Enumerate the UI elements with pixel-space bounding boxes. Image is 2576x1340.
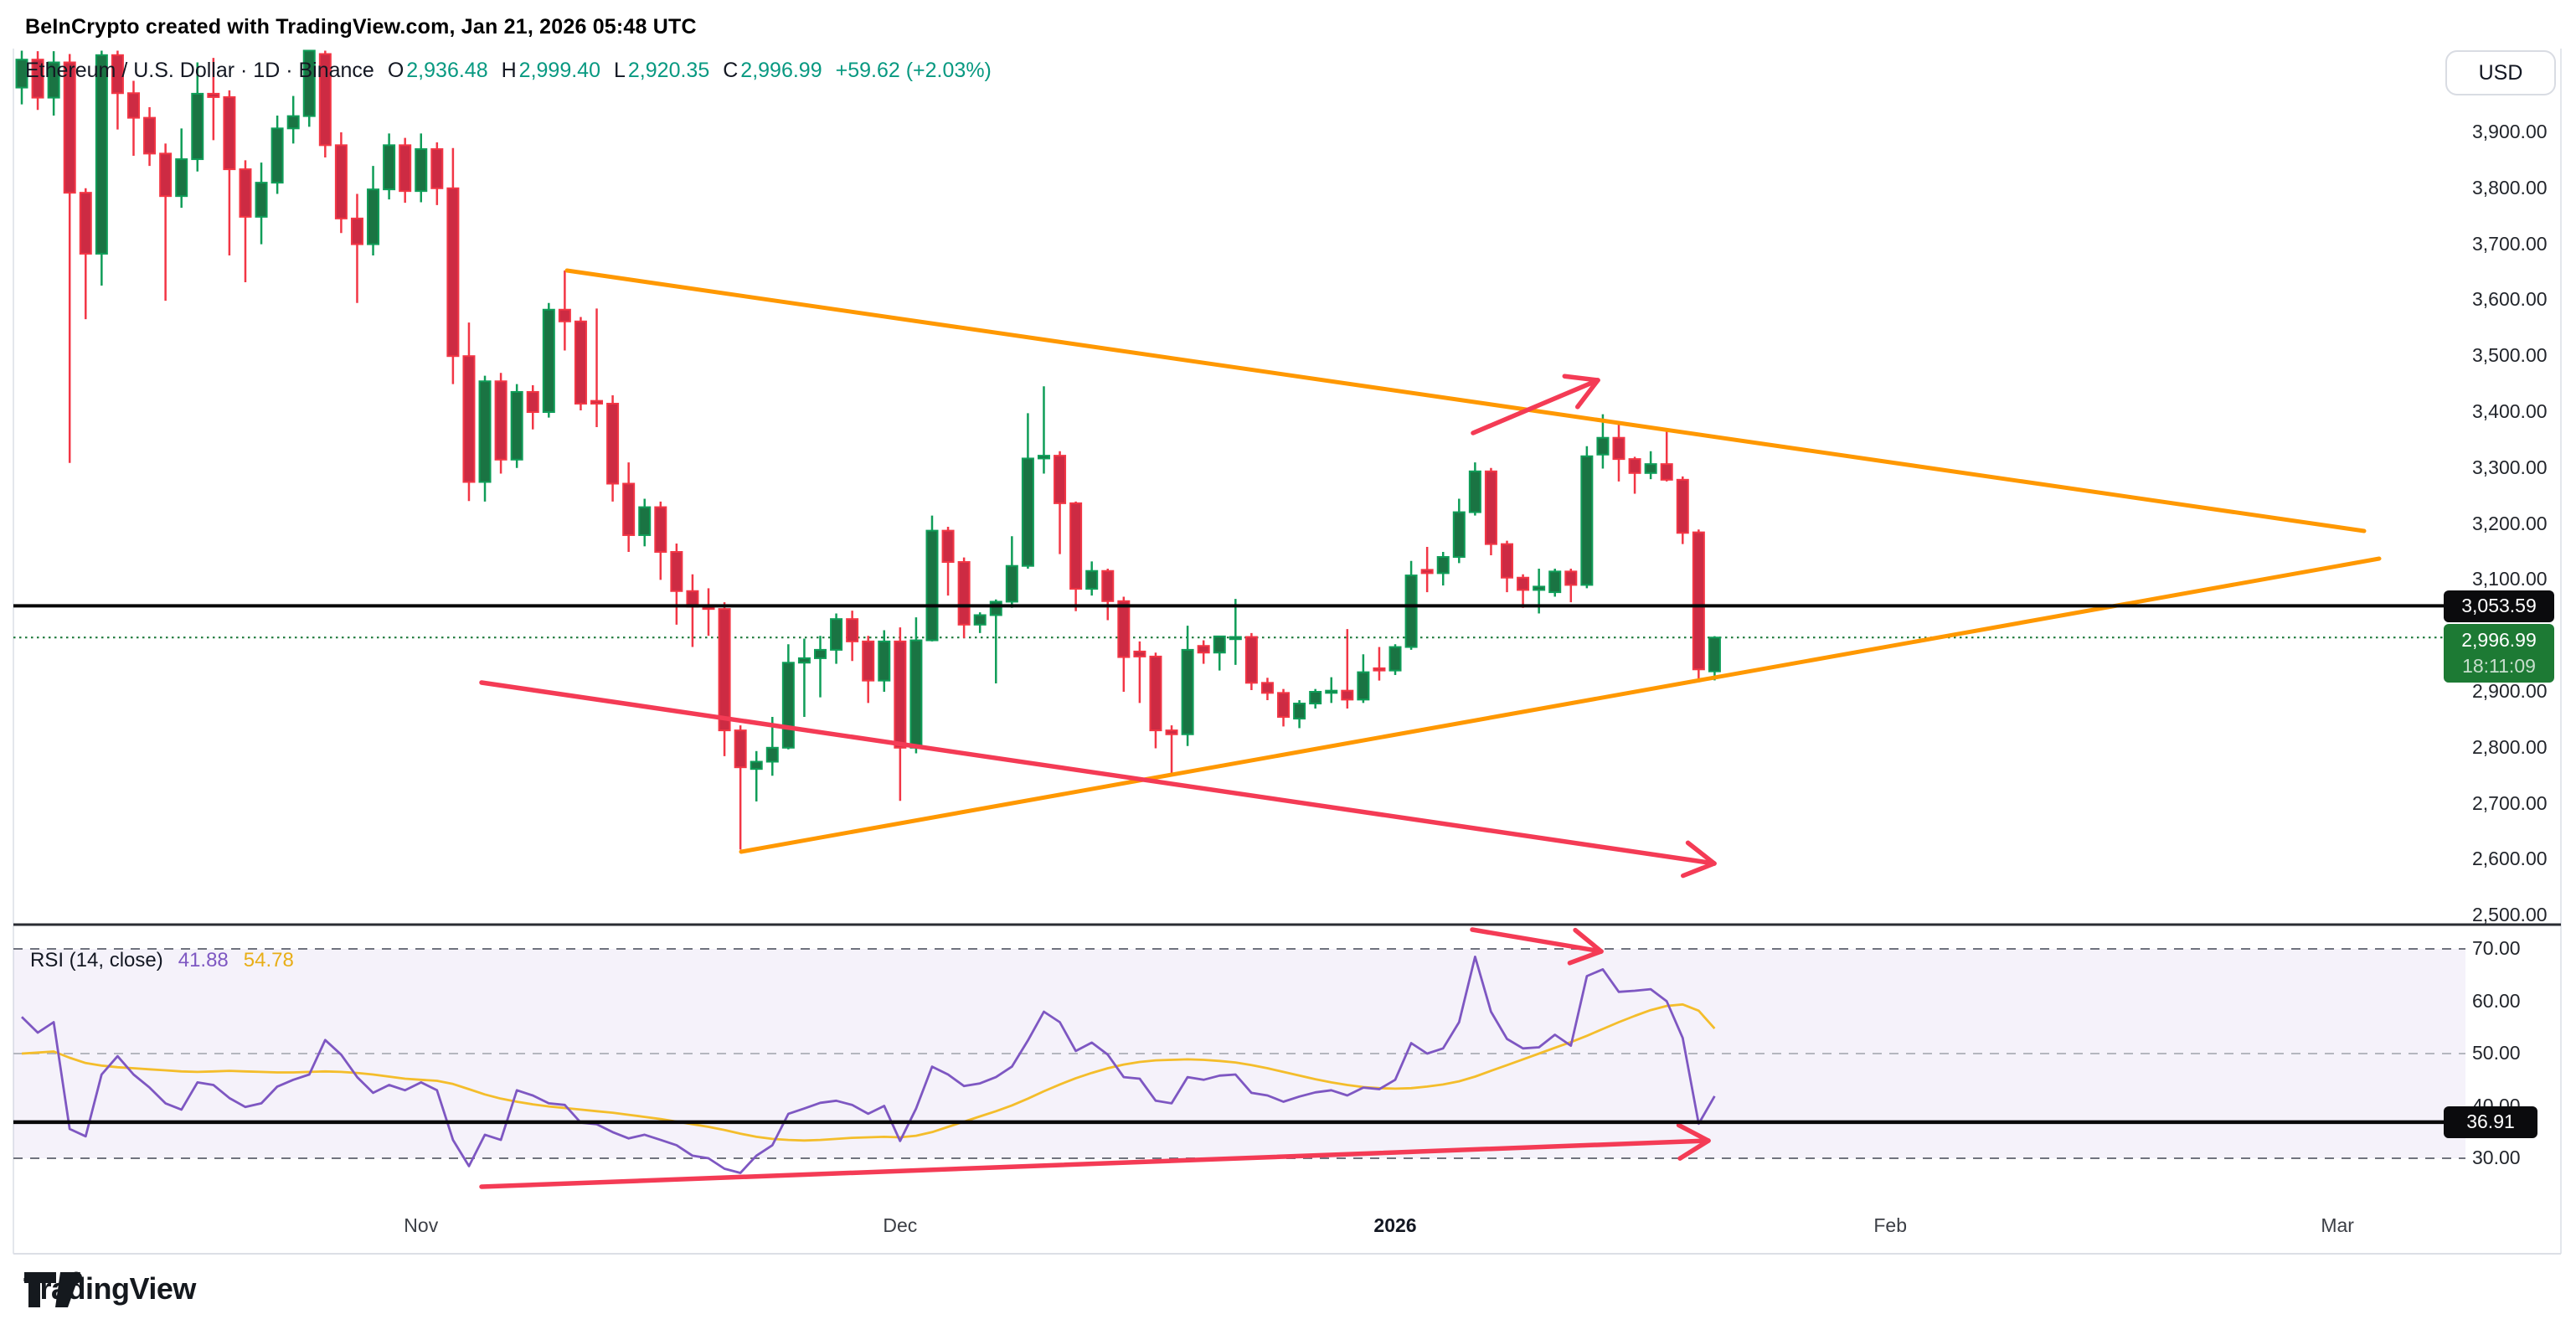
- rsi-axis-label: 30.00: [2472, 1147, 2521, 1168]
- price-axis-label: 2,600.00: [2472, 848, 2548, 870]
- currency-usd-button[interactable]: USD: [2445, 50, 2556, 95]
- price-axis-label: 2,700.00: [2472, 791, 2548, 814]
- price-axis-label: 3,900.00: [2472, 121, 2548, 142]
- tradingview-logo[interactable]: TradingView: [23, 1271, 196, 1307]
- price-axis-label: 3,500.00: [2472, 344, 2548, 367]
- time-axis-label-nov: Nov: [404, 1214, 439, 1236]
- page-title: BeInCrypto created with TradingView.com,…: [25, 15, 697, 39]
- price-axis-label: 3,200.00: [2472, 512, 2548, 534]
- time-axis-label-dec: Dec: [883, 1214, 918, 1236]
- rsi-indicator-legend: RSI (14, close) 41.88 54.78: [30, 949, 294, 972]
- bar-countdown: 18:11:09: [2462, 655, 2536, 677]
- rsi-value: 41.88: [178, 949, 229, 972]
- symbol-description: Ethereum / U.S. Dollar · 1D · Binance: [25, 59, 374, 82]
- price-axis-label: 2,800.00: [2472, 735, 2548, 758]
- price-axis-label: 3,400.00: [2472, 400, 2548, 422]
- rsi-ma-value: 54.78: [243, 949, 294, 972]
- rsi-axis-label: 60.00: [2472, 989, 2521, 1012]
- rsi-line-badge: 36.91: [2444, 1106, 2537, 1138]
- price-axis-label: 3,700.00: [2472, 232, 2548, 255]
- change-value: +59.62 (+2.03%): [835, 59, 992, 82]
- horizontal-line-price-badge: 3,053.59: [2444, 590, 2554, 622]
- rsi-title: RSI (14, close): [30, 949, 163, 972]
- rsi-axis-label: 50.00: [2472, 1042, 2521, 1064]
- price-axis-label: 2,500.00: [2472, 904, 2548, 926]
- close-value: C 2,996.99: [723, 59, 822, 82]
- rsi-axis-label: 70.00: [2472, 937, 2521, 959]
- high-value: H 2,999.40: [501, 59, 600, 82]
- price-axis-label: 3,800.00: [2472, 176, 2548, 198]
- open-value: O 2,936.48: [387, 59, 488, 82]
- last-price-badge: 2,996.99 18:11:09: [2444, 624, 2554, 683]
- price-axis-label: 2,900.00: [2472, 680, 2548, 702]
- low-value: L 2,920.35: [614, 59, 710, 82]
- price-axis-label: 3,300.00: [2472, 456, 2548, 478]
- tradingview-logo-icon: [24, 1271, 82, 1307]
- time-axis-label-2026: 2026: [1373, 1214, 1417, 1236]
- time-axis-label-mar: Mar: [2321, 1214, 2354, 1236]
- time-axis-label-feb: Feb: [1873, 1214, 1908, 1236]
- price-axis-label: 3,600.00: [2472, 288, 2548, 311]
- price-axis-label: 3,100.00: [2472, 568, 2548, 590]
